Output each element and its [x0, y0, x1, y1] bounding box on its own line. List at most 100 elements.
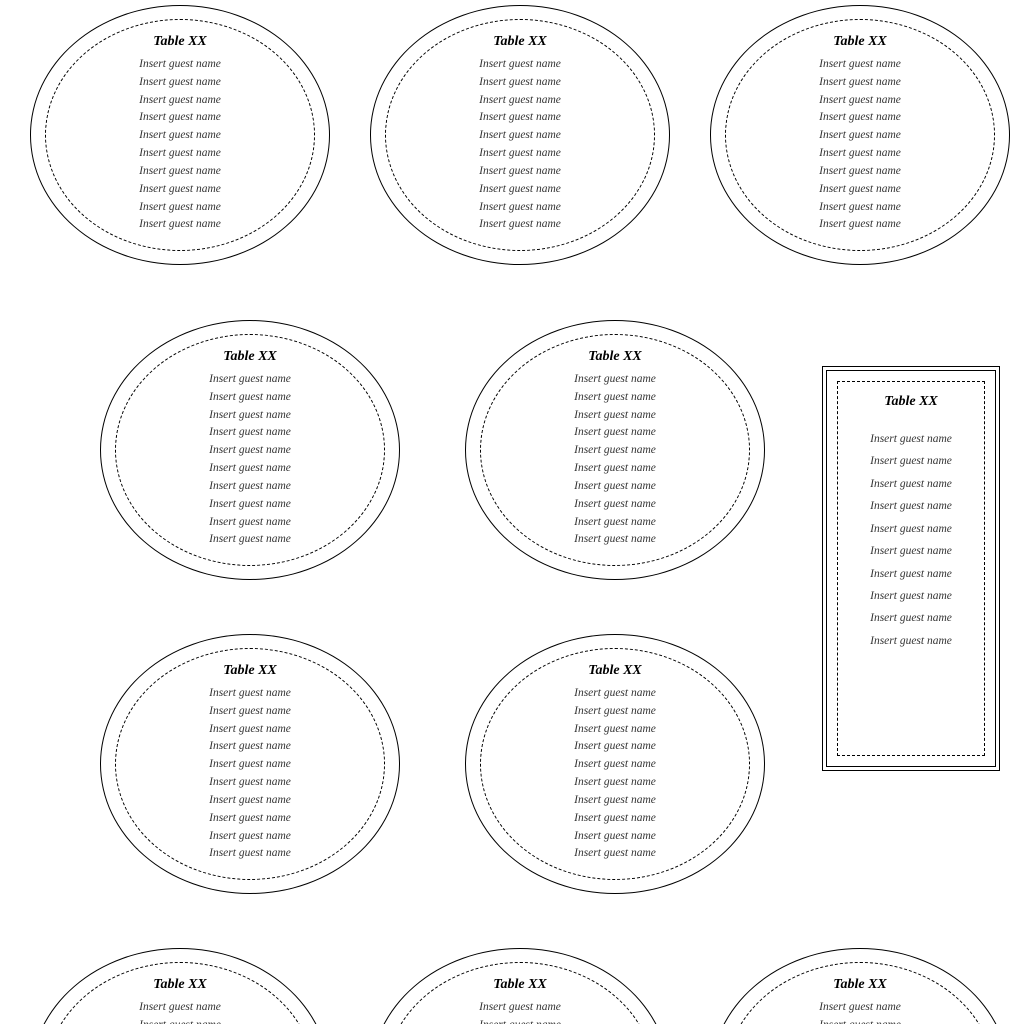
table-card-t4: Table XXInsert guest nameInsert guest na…: [100, 320, 400, 580]
guest-name-line: Insert guest name: [819, 199, 901, 217]
guest-name-line: Insert guest name: [139, 56, 221, 74]
guest-name-line: Insert guest name: [209, 371, 291, 389]
guest-name-line: Insert guest name: [574, 478, 656, 496]
guest-name-line: Insert guest name: [870, 585, 952, 607]
guest-name-line: Insert guest name: [209, 531, 291, 549]
guest-name-line: Insert guest name: [870, 540, 952, 562]
guest-name-line: Insert guest name: [819, 127, 901, 145]
guest-name-line: Insert guest name: [819, 74, 901, 92]
table-card-t9: Table XX Insert guest nameInsert guest na…: [30, 948, 330, 1024]
guest-name-line: Insert guest name: [479, 92, 561, 110]
guest-name-line: Insert guest name: [209, 442, 291, 460]
guest-name-line: Insert guest name: [574, 371, 656, 389]
guest-name-line: Insert guest name: [819, 216, 901, 234]
guest-name-line: Insert guest name: [209, 685, 291, 703]
oval-inner: Table XXInsert guest nameInsert guest na…: [480, 334, 750, 566]
table-title: Table XX: [223, 663, 277, 679]
rect-inner: Table XXInsert guest nameInsert guest na…: [837, 381, 985, 756]
guest-name-line: Insert guest name: [479, 127, 561, 145]
table-title: Table XX: [223, 349, 277, 365]
guest-name-line: Insert guest name: [209, 810, 291, 828]
table-title: Table XX: [493, 977, 547, 993]
guest-name-line: Insert guest name: [819, 181, 901, 199]
guest-name-line: Insert guest name: [870, 607, 952, 629]
guest-name-line: Insert guest name: [479, 1017, 561, 1024]
guest-name-line: Insert guest name: [139, 163, 221, 181]
guest-name-line: Insert guest name: [574, 792, 656, 810]
oval-inner: Table XXInsert guest nameInsert guest na…: [45, 19, 315, 251]
table-title: Table XX: [588, 663, 642, 679]
guest-name-line: Insert guest name: [870, 450, 952, 472]
guest-name-line: Insert guest name: [209, 389, 291, 407]
oval-outer: Table XXInsert guest nameInsert guest na…: [100, 634, 400, 894]
guest-name-line: Insert guest name: [574, 774, 656, 792]
guest-name-line: Insert guest name: [574, 424, 656, 442]
guest-name-line: Insert guest name: [209, 407, 291, 425]
guest-name-line: Insert guest name: [209, 845, 291, 863]
guest-name-line: Insert guest name: [209, 496, 291, 514]
guest-name-line: Insert guest name: [574, 738, 656, 756]
table-title: Table XX: [153, 977, 207, 993]
oval-outer: Table XXInsert guest nameInsert guest na…: [370, 948, 670, 1024]
table-card-t5: Table XXInsert guest nameInsert guest na…: [465, 320, 765, 580]
guest-name-line: Insert guest name: [870, 630, 952, 652]
oval-inner: Table XXInsert guest nameInsert guest na…: [385, 962, 655, 1024]
guest-name-line: Insert guest name: [574, 828, 656, 846]
table-title: Table XX: [833, 34, 887, 50]
rect-outer: Table XXInsert guest nameInsert guest na…: [822, 366, 1000, 771]
guest-name-line: Insert guest name: [574, 756, 656, 774]
table-title: Table XX: [884, 394, 938, 410]
guest-name-line: Insert guest name: [139, 1017, 221, 1024]
guest-name-line: Insert guest name: [574, 721, 656, 739]
guest-name-line: Insert guest name: [479, 181, 561, 199]
guest-name-line: Insert guest name: [479, 109, 561, 127]
guest-name-line: Insert guest name: [574, 442, 656, 460]
guest-name-line: Insert guest name: [209, 756, 291, 774]
guest-name-line: Insert guest name: [574, 845, 656, 863]
guest-name-line: Insert guest name: [479, 145, 561, 163]
table-card-t11: Table XXInsert guest nameInsert guest na…: [710, 948, 1010, 1024]
oval-inner: Table XXInsert guest nameInsert guest na…: [725, 19, 995, 251]
guest-name-line: Insert guest name: [870, 495, 952, 517]
guest-name-line: Insert guest name: [209, 738, 291, 756]
oval-outer: Table XXInsert guest nameInsert guest na…: [465, 634, 765, 894]
oval-outer: Table XX Insert guest nameInsert guest na…: [30, 948, 330, 1024]
oval-inner: Table XXInsert guest nameInsert guest na…: [725, 962, 995, 1024]
guest-name-line: Insert guest name: [139, 127, 221, 145]
oval-outer: Table XXInsert guest nameInsert guest na…: [100, 320, 400, 580]
table-card-t3: Table XXInsert guest nameInsert guest na…: [710, 5, 1010, 265]
table-title: Table XX: [493, 34, 547, 50]
oval-inner: Table XXInsert guest nameInsert guest na…: [385, 19, 655, 251]
guest-name-line: Insert guest name: [819, 999, 901, 1017]
guest-name-line: Insert guest name: [574, 389, 656, 407]
guest-name-line: Insert guest name: [574, 703, 656, 721]
guest-name-line: Insert guest name: [574, 460, 656, 478]
guest-name-line: Insert guest name: [819, 1017, 901, 1024]
table-card-t10: Table XXInsert guest nameInsert guest na…: [370, 948, 670, 1024]
table-title: Table XX: [153, 34, 207, 50]
guest-name-line: Insert guest name: [870, 518, 952, 540]
guest-name-line: Insert guest name: [819, 145, 901, 163]
table-card-t6: Table XXInsert guest nameInsert guest na…: [822, 366, 1000, 771]
guest-name-line: Insert guest name: [479, 163, 561, 181]
oval-outer: Table XXInsert guest nameInsert guest na…: [370, 5, 670, 265]
guest-name-line: Insert guest name: [574, 810, 656, 828]
oval-outer: Table XXInsert guest nameInsert guest na…: [710, 5, 1010, 265]
guest-name-line: Insert guest name: [870, 473, 952, 495]
guest-name-line: Insert guest name: [479, 199, 561, 217]
rect-mid: Table XXInsert guest nameInsert guest na…: [826, 370, 996, 767]
oval-outer: Table XXInsert guest nameInsert guest na…: [465, 320, 765, 580]
guest-name-line: Insert guest name: [209, 703, 291, 721]
table-card-t8: Table XXInsert guest nameInsert guest na…: [465, 634, 765, 894]
guest-name-line: Insert guest name: [139, 181, 221, 199]
guest-name-line: Insert guest name: [819, 163, 901, 181]
guest-name-line: Insert guest name: [139, 92, 221, 110]
oval-inner: Table XX Insert guest nameInsert guest na…: [45, 962, 315, 1024]
guest-name-line: Insert guest name: [139, 999, 221, 1017]
guest-name-line: Insert guest name: [139, 74, 221, 92]
guest-name-line: Insert guest name: [209, 460, 291, 478]
guest-name-line: Insert guest name: [209, 774, 291, 792]
oval-outer: Table XXInsert guest nameInsert guest na…: [30, 5, 330, 265]
guest-name-line: Insert guest name: [574, 531, 656, 549]
guest-name-line: Insert guest name: [139, 199, 221, 217]
